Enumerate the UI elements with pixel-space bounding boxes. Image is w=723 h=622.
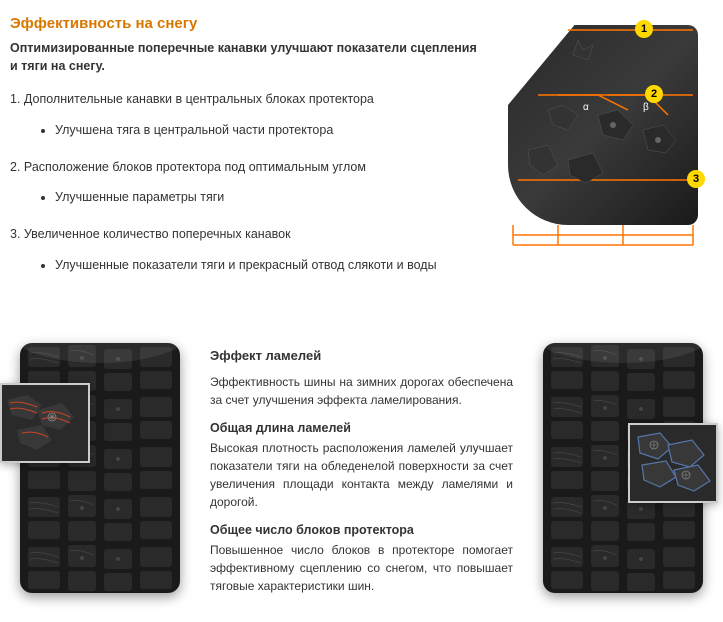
marker-3: 3 bbox=[687, 170, 705, 188]
sub-item: Улучшенные показатели тяги и прекрасный … bbox=[55, 256, 478, 275]
item-number: 1. bbox=[10, 92, 20, 106]
section2-text-content: Эффект ламелей Эффективность шины на зим… bbox=[210, 343, 513, 607]
tire-body bbox=[508, 25, 698, 225]
section1-title: Эффективность на снегу bbox=[10, 15, 478, 32]
tire-photo-right bbox=[533, 343, 713, 593]
tread-pattern-svg bbox=[20, 343, 180, 593]
dimension-lines bbox=[508, 220, 698, 250]
sub2-title: Общее число блоков протектора bbox=[210, 523, 513, 537]
sub-item: Улучшенные параметры тяги bbox=[55, 188, 478, 207]
marker-2: 2 bbox=[645, 85, 663, 103]
tire-tread bbox=[20, 343, 180, 593]
item-text: Увеличенное количество поперечных канаво… bbox=[24, 227, 291, 241]
marker-1: 1 bbox=[635, 20, 653, 38]
section2-intro: Эффективность шины на зимних дорогах обе… bbox=[210, 373, 513, 409]
section1-text-content: Эффективность на снегу Оптимизированные … bbox=[10, 15, 478, 293]
item-number: 2. bbox=[10, 160, 20, 174]
snow-effectiveness-section: Эффективность на снегу Оптимизированные … bbox=[10, 15, 713, 293]
feature-item: 1. Дополнительные канавки в центральных … bbox=[10, 90, 478, 140]
detail-svg bbox=[2, 385, 90, 463]
item-text: Расположение блоков протектора под оптим… bbox=[24, 160, 366, 174]
feature-item: 3. Увеличенное количество поперечных кан… bbox=[10, 225, 478, 275]
sub1-text: Высокая плотность расположения ламелей у… bbox=[210, 439, 513, 511]
item-text: Дополнительные канавки в центральных бло… bbox=[24, 92, 374, 106]
detail-callout-right bbox=[628, 423, 718, 503]
section2-title: Эффект ламелей bbox=[210, 348, 513, 363]
sub-list: Улучшенные параметры тяги bbox=[55, 188, 478, 207]
tire-photo-left bbox=[10, 343, 190, 593]
item-number: 3. bbox=[10, 227, 20, 241]
sipe-effect-section: Эффект ламелей Эффективность шины на зим… bbox=[10, 343, 713, 607]
tire-diagram-container: α β 1 2 3 bbox=[493, 15, 713, 255]
detail-callout-left bbox=[0, 383, 90, 463]
detail-svg bbox=[630, 425, 718, 503]
tire-cross-section-diagram: α β 1 2 3 bbox=[493, 15, 713, 293]
feature-item: 2. Расположение блоков протектора под оп… bbox=[10, 158, 478, 208]
feature-list: 1. Дополнительные канавки в центральных … bbox=[10, 90, 478, 275]
sub-list: Улучшена тяга в центральной части протек… bbox=[55, 121, 478, 140]
sub1-title: Общая длина ламелей bbox=[210, 421, 513, 435]
sub-item: Улучшена тяга в центральной части протек… bbox=[55, 121, 478, 140]
section1-subtitle: Оптимизированные поперечные канавки улуч… bbox=[10, 40, 478, 75]
sub-list: Улучшенные показатели тяги и прекрасный … bbox=[55, 256, 478, 275]
sub2-text: Повышенное число блоков в протекторе пом… bbox=[210, 541, 513, 595]
